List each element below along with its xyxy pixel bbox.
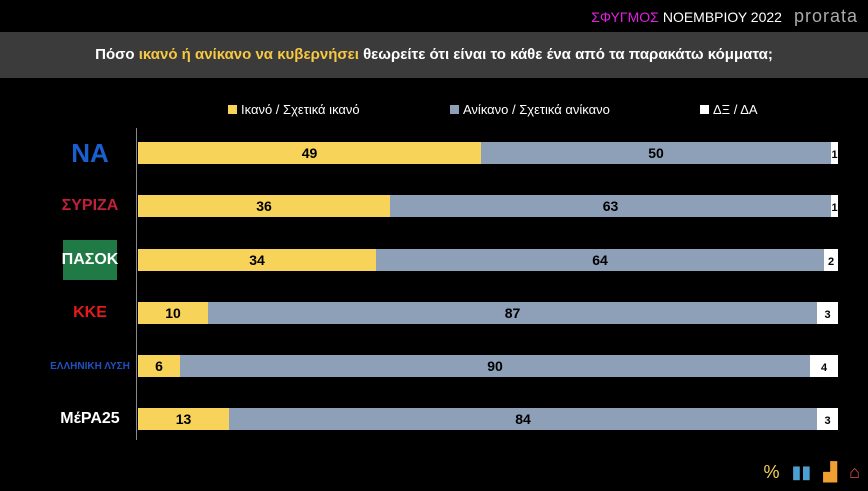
legend-swatch [700,105,709,114]
bar-segment [817,302,838,324]
data-label: 84 [515,411,531,427]
legend-label: ΔΞ / ΔΑ [713,102,758,117]
data-label: 50 [648,145,664,161]
data-label: 49 [302,145,318,161]
bar-segment [390,195,831,217]
bar-segment [376,249,824,271]
data-label: 90 [487,358,503,374]
bar-segment [208,302,817,324]
bar-segment [138,142,481,164]
party-logo: ΝΑ [71,137,109,168]
data-label: 3 [824,415,830,427]
chart-title: Πόσο ικανό ή ανίκανο να κυβερνήσει θεωρε… [0,32,868,78]
bar-segment [138,249,376,271]
percent-icon: % [763,462,780,482]
legend-label: Ικανό / Σχετικά ικανό [241,102,360,117]
party-logo: ΣΥΡΙΖΑ [61,197,119,214]
bar-segment [138,408,229,430]
bar-segment [481,142,831,164]
bar-segment [824,249,838,271]
legend-swatch [450,105,459,114]
party-logo: ΠΑΣΟΚ [62,240,118,280]
data-label: 34 [249,252,265,268]
header-brand: ΣΦΥΓΜΟΣ ΝΟΕΜΒΡΙΟΥ 2022 prorata [591,6,858,27]
data-label: 36 [256,198,272,214]
growth-chart-icon: ▟ [823,462,838,482]
data-label: 3 [824,309,830,321]
data-label: 64 [592,252,608,268]
title-post: θεωρείτε ότι είναι το κάθε ένα από τα πα… [358,46,773,63]
bar-segment [810,355,838,377]
party-logo: ΚΚΕ [73,304,107,321]
data-label: 6 [155,358,163,374]
bar-segment [138,195,390,217]
title-pre: Πόσο [95,46,139,63]
house-icon: ⌂ [849,462,860,482]
party-logo: ΜέΡΑ25 [60,410,120,427]
data-label: 1 [831,202,837,214]
brand-date: ΝΟΕΜΒΡΙΟΥ 2022 [662,8,782,25]
title-highlight: ικανό ή ανίκανο να κυβερνήσει [138,46,359,63]
bar-segment [180,355,810,377]
legend-label: Ανίκανο / Σχετικά ανίκανο [463,102,610,117]
bar-segment [831,195,838,217]
bar-segment [831,142,838,164]
prorata-logo: prorata [793,6,858,26]
brand-sfygmos: ΣΦΥΓΜΟΣ [591,8,659,25]
data-label: 4 [821,362,828,374]
party-logo: ΕΛΛΗΝΙΚΗ ΛΥΣΗ [50,360,130,372]
bar-segment [138,302,208,324]
bar-chart-icon: ▮▮ [791,462,812,482]
footer-icons: % ▮▮ ▟ ⌂ [763,462,860,483]
bar-segment [229,408,817,430]
bar-segment [138,355,180,377]
bar-segment [817,408,838,430]
data-label: 10 [165,305,181,321]
data-label: 87 [505,305,521,321]
legend-swatch [228,105,237,114]
data-label: 13 [176,411,192,427]
data-label: 63 [603,198,619,214]
data-label: 1 [831,149,837,161]
data-label: 2 [828,256,834,268]
y-axis-line [136,128,137,440]
